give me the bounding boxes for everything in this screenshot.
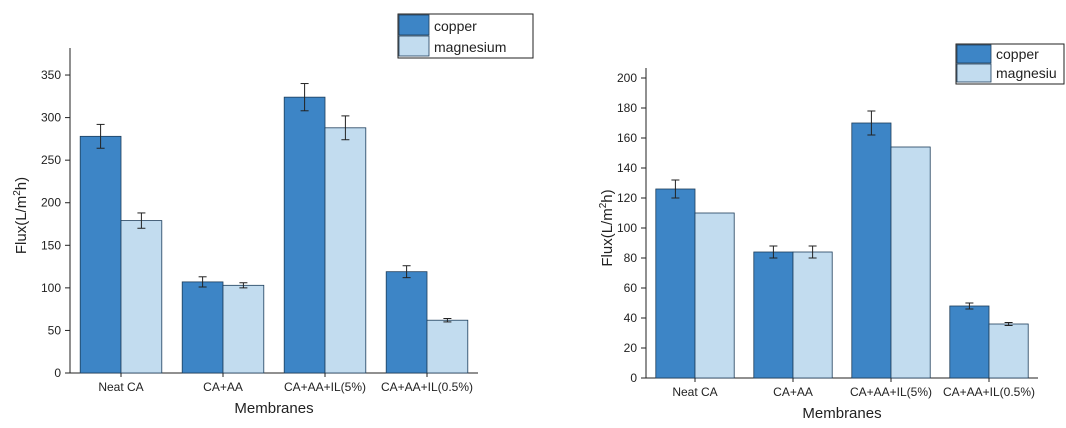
chart1-legend-label-magnesiu: magnesiu — [996, 65, 1057, 81]
flux-chart-right-svg: 0 20 40 60 80 100 120 140 160 180 200 Neat CA CA+AA C… — [598, 43, 1065, 422]
chart1-category-label: CA+AA — [773, 385, 813, 399]
chart0-category-label: CA+AA — [203, 380, 243, 394]
chart0-legend-label-magnesium: magnesium — [434, 39, 506, 55]
chart0-category-label: CA+AA+IL(5%) — [284, 380, 366, 394]
chart0-bar-magnesium-0 — [120, 220, 163, 374]
chart1-y-tick-label: 60 — [624, 281, 638, 295]
chart1-y-tick-label: 40 — [624, 311, 638, 325]
flux-chart-left-svg: 0 50 100 150 200 250 300 350 Neat CA CA+AA CA+AA+I… — [12, 13, 534, 417]
chart0-y-tick-label: 100 — [41, 281, 61, 295]
chart1-category-label: CA+AA+IL(0.5%) — [943, 385, 1035, 399]
chart0-y-tick-label: 250 — [41, 153, 61, 167]
chart1-category-label: CA+AA+IL(5%) — [850, 385, 932, 399]
chart1-y-tick-label: 140 — [617, 161, 637, 175]
chart1-legend: copper magnesiu — [955, 43, 1065, 85]
chart1-x-axis-title: Membranes — [802, 405, 881, 422]
chart0-bar-magnesium-2 — [324, 127, 367, 374]
flux-chart-right: 0 20 40 60 80 100 120 140 160 180 200 Neat CA CA+AA C… — [560, 0, 1066, 423]
chart0-bar-magnesium-1 — [222, 284, 265, 374]
chart0-y-tick-label: 350 — [41, 68, 61, 82]
chart1-legend-swatch-copper — [956, 44, 992, 64]
chart1-y-tick-label: 80 — [624, 251, 638, 265]
chart0-y-tick-label: 150 — [41, 238, 61, 252]
chart1-bar-magnesiu-3 — [988, 323, 1029, 379]
chart0-legend-swatch-copper — [398, 14, 430, 36]
flux-chart-left: 0 50 100 150 200 250 300 350 Neat CA CA+AA CA+AA+I… — [12, 13, 534, 417]
chart0-y-tick-label: 0 — [54, 366, 61, 380]
chart1-y-tick-label: 160 — [617, 131, 637, 145]
chart0-bar-magnesium-3 — [426, 319, 469, 374]
chart1-bar-copper-3 — [949, 305, 990, 379]
chart0-category-label: CA+AA+IL(0.5%) — [381, 380, 473, 394]
chart1-y-tick-label: 20 — [624, 341, 638, 355]
chart1-bar-magnesiu-1 — [792, 251, 833, 379]
chart1-y-tick-label: 0 — [630, 371, 637, 385]
chart0-y-tick-label: 50 — [48, 323, 62, 337]
chart0-category-label: Neat CA — [98, 380, 143, 394]
chart1-bar-magnesiu-0 — [694, 212, 735, 379]
chart0-y-axis-title: Flux(L/m2h) — [12, 177, 30, 254]
chart1-bar-copper-0 — [655, 188, 696, 379]
chart1-y-tick-label: 200 — [617, 71, 637, 85]
chart0-y-tick-label: 300 — [41, 111, 61, 125]
chart1-category-label: Neat CA — [672, 385, 717, 399]
chart0-y-tick-label: 200 — [41, 196, 61, 210]
chart1-bar-copper-2 — [851, 122, 892, 379]
chart0-bar-copper-2 — [283, 96, 326, 374]
chart1-legend-swatch-magnesiu — [956, 63, 992, 83]
chart1-y-tick-label: 120 — [617, 191, 637, 205]
chart0-legend-swatch-magnesium — [398, 35, 430, 57]
chart1-legend-label-copper: copper — [996, 46, 1039, 62]
chart1-y-axis-title: Flux(L/m2h) — [598, 189, 616, 266]
chart0-bar-copper-1 — [181, 281, 224, 374]
chart0-x-axis-title: Membranes — [234, 400, 313, 417]
chart0-bar-copper-0 — [79, 135, 122, 374]
chart1-y-tick-label: 180 — [617, 101, 637, 115]
chart0-legend-label-copper: copper — [434, 18, 477, 34]
chart0-bar-copper-3 — [385, 271, 428, 374]
chart0-legend: copper magnesium — [397, 13, 534, 59]
chart1-bar-magnesiu-2 — [890, 146, 931, 379]
chart1-y-tick-label: 100 — [617, 221, 637, 235]
chart1-bar-copper-1 — [753, 251, 794, 379]
